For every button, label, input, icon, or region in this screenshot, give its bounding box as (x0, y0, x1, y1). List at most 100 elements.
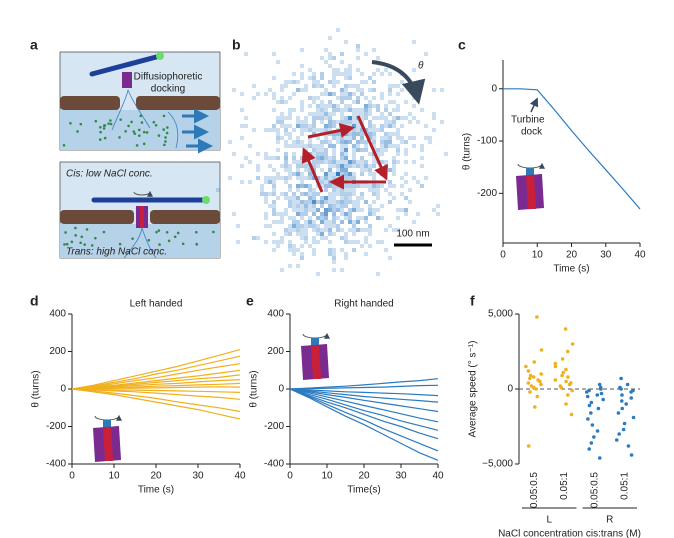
pixel (332, 152, 336, 156)
ion (167, 239, 171, 243)
pixel (344, 172, 348, 176)
point (528, 373, 533, 378)
pixel (364, 80, 368, 84)
pixel (332, 260, 336, 264)
pixel (412, 104, 416, 108)
ion (132, 130, 136, 133)
pixel (368, 76, 372, 80)
pixel (372, 200, 376, 204)
pixel (332, 200, 336, 204)
panel-label: e (246, 293, 254, 309)
line (289, 388, 439, 440)
pixel (356, 240, 360, 244)
pixel (376, 128, 380, 132)
ion (99, 130, 102, 134)
pixel (292, 200, 296, 204)
ion (85, 228, 89, 231)
pixel (364, 112, 368, 116)
point (526, 444, 531, 448)
pixel (292, 196, 296, 200)
pixel (312, 80, 316, 84)
pixel (272, 168, 276, 172)
pixel (328, 140, 332, 144)
pixel (280, 136, 284, 140)
pixel (328, 144, 332, 148)
pixel (388, 72, 392, 76)
pixel (356, 216, 360, 220)
pixel (368, 224, 372, 228)
pixel (312, 252, 316, 256)
pixel (264, 176, 268, 180)
pixel (340, 200, 344, 204)
pixel (296, 160, 300, 164)
pixel (372, 132, 376, 136)
pixel (288, 200, 292, 204)
ion (103, 136, 107, 140)
pixel (316, 228, 320, 232)
point (599, 391, 604, 396)
pixel (352, 172, 356, 176)
point (597, 382, 602, 387)
pixel (336, 168, 340, 172)
pixel (360, 228, 364, 232)
pixel (376, 152, 380, 156)
pixel (296, 188, 300, 192)
pixel (248, 160, 252, 164)
group-label: L (546, 515, 552, 526)
pixel (316, 200, 320, 204)
pixel (348, 220, 352, 224)
pixel (328, 100, 332, 104)
pixel (380, 140, 384, 144)
pixel (256, 164, 260, 168)
point (570, 388, 574, 393)
pixel (324, 236, 328, 240)
pixel (292, 160, 296, 164)
pixel (344, 200, 348, 204)
pixel (284, 168, 288, 172)
pixel (376, 196, 380, 200)
pixel (368, 104, 372, 108)
pixel (396, 84, 400, 88)
pixel (344, 240, 348, 244)
pixel (332, 184, 336, 188)
pixel (308, 104, 312, 108)
pixel (420, 156, 424, 160)
pixel (292, 108, 296, 112)
pixel (404, 100, 408, 104)
ion (124, 129, 127, 133)
pixel (440, 88, 444, 92)
pixel (296, 88, 300, 92)
ion (94, 119, 98, 123)
pixel (228, 140, 232, 144)
pixel (320, 160, 324, 164)
pixel (388, 180, 392, 184)
pixel (352, 84, 356, 88)
pixel (288, 144, 292, 148)
point (533, 405, 537, 409)
pixel (316, 152, 320, 156)
pixel (356, 128, 360, 132)
pixel (340, 136, 344, 140)
pixel (376, 108, 380, 112)
point (589, 411, 593, 415)
pixel (356, 120, 360, 124)
pixel (292, 152, 296, 156)
pixel (308, 208, 312, 212)
pixel (292, 204, 296, 208)
pixel (268, 128, 272, 132)
pixel (324, 200, 328, 204)
pixel (284, 156, 288, 160)
pixel (336, 228, 340, 232)
point (599, 387, 603, 391)
pixel (260, 184, 264, 188)
x-axis-label: NaCl concentration cis:trans (M) (498, 529, 641, 538)
pixel (272, 180, 276, 184)
panel-label: a (30, 37, 38, 53)
pixel (352, 120, 356, 124)
line (71, 363, 241, 390)
pixel (320, 128, 324, 132)
pixel (328, 184, 332, 188)
pixel (352, 188, 356, 192)
line (289, 388, 439, 461)
pixel (328, 112, 332, 116)
